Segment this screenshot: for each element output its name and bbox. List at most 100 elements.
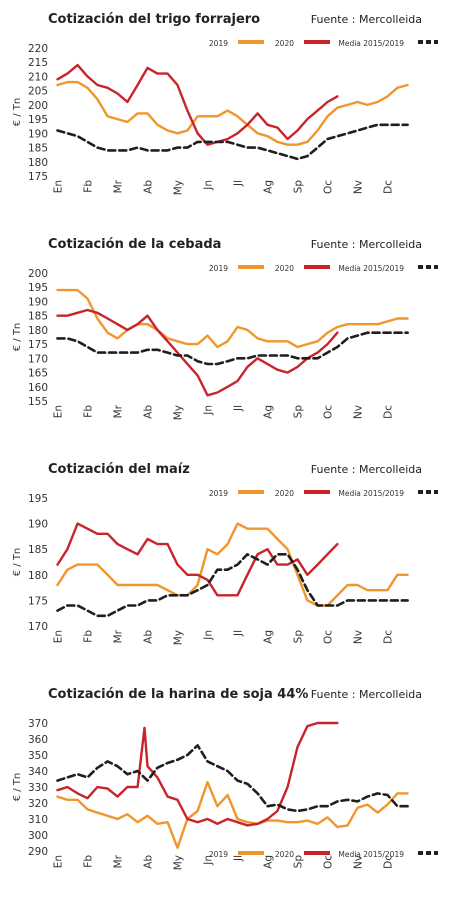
y-tick-label: 190 — [28, 519, 48, 531]
series-line-2019 — [56, 780, 409, 850]
chart-title: Cotización de la cebada — [48, 237, 221, 252]
x-tick-label: Fb — [83, 180, 95, 193]
y-tick-label: 210 — [28, 71, 48, 83]
x-tick-label: En — [53, 405, 65, 418]
x-tick-label: Sp — [293, 630, 305, 644]
y-tick-label: 190 — [28, 296, 48, 308]
y-tick-label: 180 — [28, 157, 48, 169]
x-tick-label: Jn — [203, 405, 215, 416]
chart-source: Fuente : Mercolleida — [311, 13, 422, 26]
x-tick-label: Fb — [83, 405, 95, 418]
chart-source: Fuente : Mercolleida — [311, 238, 422, 251]
y-tick-label: 370 — [28, 718, 48, 730]
x-tick-label: Jn — [203, 630, 215, 641]
legend-label: Media 2015/2019 — [338, 850, 404, 859]
y-tick-label: 155 — [28, 396, 48, 408]
chart-panel: Cotización de la cebada Fuente : Mercolle… — [0, 225, 451, 450]
y-tick-label: 180 — [28, 570, 48, 582]
x-tick-label: Jl — [233, 855, 245, 862]
x-tick-label: Nv — [353, 405, 365, 419]
legend-label: 2020 — [275, 850, 294, 859]
x-tick-label: Mr — [113, 854, 125, 868]
x-tick-label: Ab — [143, 180, 155, 194]
y-axis-label: € / Tn — [12, 323, 23, 352]
y-tick-label: 160 — [28, 382, 48, 394]
x-tick-label: Jn — [203, 855, 215, 866]
y-tick-label: 215 — [28, 57, 48, 69]
y-tick-label: 350 — [28, 750, 48, 762]
x-tick-label: Jl — [233, 405, 245, 412]
y-tick-label: 195 — [28, 114, 48, 126]
legend-label: 2019 — [209, 264, 228, 273]
x-tick-label: Jl — [233, 180, 245, 187]
y-tick-label: 290 — [28, 846, 48, 858]
y-tick-label: 170 — [28, 621, 48, 633]
x-tick-label: Ab — [143, 405, 155, 419]
y-tick-label: 185 — [28, 143, 48, 155]
chart-svg: Cotización de la cebada Fuente : Mercolle… — [12, 237, 438, 420]
series-line-2020 — [56, 522, 339, 597]
y-axis-label: € / Tn — [12, 773, 23, 802]
y-tick-label: 185 — [28, 311, 48, 323]
series-line-media-2015-2019 — [56, 331, 409, 366]
x-tick-label: Dc — [383, 180, 395, 194]
series-line-2019 — [56, 288, 409, 349]
y-tick-label: 330 — [28, 782, 48, 794]
x-tick-label: En — [53, 180, 65, 193]
x-tick-label: Mr — [113, 179, 125, 193]
x-tick-label: Sp — [293, 855, 305, 869]
legend-label: Media 2015/2019 — [338, 489, 404, 498]
series-line-2020 — [56, 721, 339, 827]
chart-source: Fuente : Mercolleida — [311, 688, 422, 701]
x-tick-label: Ag — [263, 855, 275, 869]
x-tick-label: My — [173, 855, 185, 870]
y-tick-label: 300 — [28, 830, 48, 842]
legend-label: 2019 — [209, 39, 228, 48]
legend-label: 2020 — [275, 39, 294, 48]
y-axis-label: € / Tn — [12, 98, 23, 127]
y-tick-label: 165 — [28, 368, 48, 380]
legend-label: 2020 — [275, 264, 294, 273]
x-tick-label: Oc — [323, 630, 335, 644]
chart-title: Cotización del trigo forrajero — [48, 12, 260, 27]
x-tick-label: Ag — [263, 180, 275, 194]
y-tick-label: 200 — [28, 100, 48, 112]
y-tick-label: 175 — [28, 171, 48, 183]
chart-panel: Cotización del trigo forrajero Fuente : M… — [0, 0, 451, 225]
x-tick-label: Ag — [263, 405, 275, 419]
y-tick-label: 220 — [28, 43, 48, 55]
x-tick-label: Oc — [323, 855, 335, 869]
x-tick-label: My — [173, 630, 185, 645]
y-tick-label: 195 — [28, 282, 48, 294]
x-tick-label: Dc — [383, 855, 395, 869]
legend-label: 2019 — [209, 850, 228, 859]
chart-svg: Cotización del trigo forrajero Fuente : M… — [12, 12, 438, 195]
chart-panel: Cotización de la harina de soja 44% Fuent… — [0, 675, 451, 900]
chart-source: Fuente : Mercolleida — [311, 463, 422, 476]
x-tick-label: Mr — [113, 629, 125, 643]
x-tick-label: Fb — [83, 630, 95, 643]
legend-label: 2019 — [209, 489, 228, 498]
y-tick-label: 200 — [28, 268, 48, 280]
y-tick-label: 360 — [28, 734, 48, 746]
y-tick-label: 175 — [28, 339, 48, 351]
x-tick-label: Oc — [323, 405, 335, 419]
series-line-media-2015-2019 — [56, 744, 409, 813]
chart-panel: Cotización del maíz Fuente : Mercolleida 2… — [0, 450, 451, 675]
x-tick-label: Nv — [353, 180, 365, 194]
chart-svg: Cotización de la harina de soja 44% Fuent… — [12, 687, 438, 870]
legend-label: Media 2015/2019 — [338, 264, 404, 273]
y-tick-label: 340 — [28, 766, 48, 778]
x-tick-label: Sp — [293, 405, 305, 419]
x-tick-label: Jn — [203, 180, 215, 191]
x-tick-label: Dc — [383, 405, 395, 419]
y-tick-label: 205 — [28, 86, 48, 98]
x-tick-label: Nv — [353, 855, 365, 869]
x-tick-label: Ab — [143, 855, 155, 869]
x-tick-label: My — [173, 405, 185, 420]
x-tick-label: En — [53, 855, 65, 868]
y-tick-label: 175 — [28, 595, 48, 607]
y-tick-label: 180 — [28, 325, 48, 337]
x-tick-label: En — [53, 630, 65, 643]
